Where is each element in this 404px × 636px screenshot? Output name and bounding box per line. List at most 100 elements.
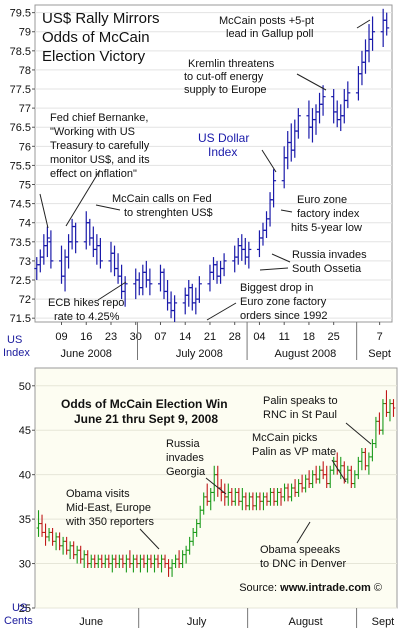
source-copyright: © (371, 582, 382, 594)
leader-dollar-index (261, 149, 277, 173)
y-tick-label: 50 (19, 381, 31, 393)
x-tick-label: 18 (303, 331, 315, 343)
month-label: July (187, 616, 207, 628)
ohlc-bar (121, 554, 125, 568)
ohlc-bar (149, 554, 153, 568)
ohlc-bar (258, 492, 262, 511)
ohlc-bar (345, 465, 350, 484)
odds-chart-title: Odds of McCain Election Win June 21 thru… (61, 397, 231, 426)
ohlc-bar (156, 554, 160, 568)
annotation-obama-dnc: Obama speeaks to DNC in Denver (260, 544, 347, 570)
ohlc-bar (233, 488, 238, 506)
ohlc-bar (377, 412, 382, 435)
annotation-line: effect on inflation" (50, 168, 137, 180)
ohlc-bar (166, 559, 171, 577)
annotation-kremlin: Kremlin threatens to cut-off energy supp… (184, 58, 277, 96)
dollar-chart: 71.5 72 72.5 73 73.5 74 74.5 75 75.5 76 76.5 77 77.5… (3, 4, 393, 360)
ohlc-bar (142, 554, 146, 568)
ohlc-bar (338, 456, 343, 480)
ohlc-bar (36, 510, 41, 537)
ohlc-bar (122, 276, 128, 307)
annotation-line: with 350 reporters (65, 516, 155, 528)
ohlc-bar (205, 483, 210, 506)
dollar-x-axis: 09 16 23 30 07 14 21 28 04 11 18 25 7 June 2008 July 2… (55, 322, 391, 360)
y-tick-label: 75.5 (10, 160, 31, 172)
ohlc-bar (107, 554, 111, 568)
ohlc-bar (48, 230, 54, 269)
odds-chart: 25 30 35 40 45 50 June July August Sept US Cents… (4, 367, 398, 628)
ohlc-bar (97, 237, 103, 269)
dollar-series-label-line: US Dollar (198, 131, 249, 145)
y-tick-label: 76 (19, 141, 31, 153)
annotation-obama-europe: Obama visits Mid-East, Europe with 350 r… (65, 488, 155, 528)
ohlc-bar (244, 492, 248, 511)
dollar-annotation-leaders (39, 19, 371, 321)
annotation-line: Georgia (166, 466, 206, 478)
ohlc-bar (391, 399, 396, 417)
ohlc-bar (367, 452, 371, 475)
month-label: June (79, 616, 103, 628)
ohlc-bar (82, 550, 87, 568)
x-tick-label: 07 (154, 331, 166, 343)
annotation-line: McCain calls on Fed (112, 193, 212, 205)
x-tick-label: 23 (105, 331, 117, 343)
odds-annotations: Palin speaks to RNC in St Paul McCain pi… (65, 395, 347, 570)
ohlc-bar (293, 479, 297, 497)
leader-obama-dnc (296, 521, 311, 544)
annotation-line: McCain posts +5-pt (219, 15, 314, 27)
x-tick-label: 7 (377, 331, 383, 343)
ohlc-bar (265, 492, 269, 506)
ohlc-bar (328, 465, 333, 488)
y-tick-label: 79 (19, 27, 31, 39)
leader-mccain-fed (95, 204, 121, 211)
ohlc-bar (226, 483, 231, 506)
annotation-line: "Working with US (50, 126, 135, 138)
odds-title-line: June 21 thru Sept 9, 2008 (74, 412, 218, 426)
ohlc-bar (246, 241, 252, 269)
y-tick-label: 45 (19, 425, 31, 437)
ohlc-bar (57, 532, 62, 551)
ohlc-bar (268, 488, 273, 506)
annotation-bernanke: Fed chief Bernanke, "Working with US Tre… (50, 112, 153, 180)
ohlc-bar (96, 554, 101, 568)
x-tick-label: 28 (229, 331, 241, 343)
ohlc-bar (180, 550, 185, 568)
ohlc-bar (254, 492, 259, 511)
ohlc-bar (261, 492, 266, 511)
annotation-georgia: Russia invades Georgia (166, 438, 207, 478)
ohlc-bar (138, 554, 143, 573)
ohlc-bar (324, 465, 329, 488)
annotation-mccain-fed: McCain calls on Fed to strenghten US$ (112, 193, 215, 219)
ohlc-bar (331, 456, 336, 475)
ohlc-bar (187, 536, 192, 555)
odds-y-axis: 25 30 35 40 45 50 (19, 381, 35, 615)
annotation-factory-orders: Biggest drop in Euro zone factory orders… (240, 282, 329, 322)
source-site: www.intrade.com (279, 582, 371, 594)
ohlc-bar (194, 519, 199, 537)
x-tick-label: 14 (179, 331, 191, 343)
annotation-line: to cut-off energy (184, 71, 264, 83)
ohlc-bar (384, 390, 389, 417)
source-credit: Source: www.intrade.com © (239, 582, 382, 594)
x-tick-label: 09 (55, 331, 67, 343)
ohlc-bar (191, 528, 195, 546)
ohlc-bar (159, 554, 164, 573)
leader-south-ossetia (271, 253, 291, 263)
annotation-line: ECB hikes repo (48, 297, 124, 309)
ohlc-bar (221, 253, 227, 277)
annotation-line: to DNC in Denver (260, 558, 347, 570)
ohlc-bar (71, 541, 76, 560)
ohlc-bar (272, 488, 276, 506)
ohlc-bar (114, 554, 118, 568)
x-tick-label: 11 (278, 331, 289, 343)
dollar-annotations: McCain posts +5-pt lead in Gallup poll K… (48, 15, 367, 323)
ohlc-bar (381, 399, 385, 435)
ohlc-bar (295, 108, 301, 139)
ohlc-bar (89, 554, 94, 568)
ohlc-bar (47, 528, 51, 542)
month-label: Sept (368, 348, 391, 360)
y-tick-label: 78.5 (10, 46, 31, 58)
y-tick-label: 73.5 (10, 237, 31, 249)
ohlc-bar (303, 474, 308, 493)
